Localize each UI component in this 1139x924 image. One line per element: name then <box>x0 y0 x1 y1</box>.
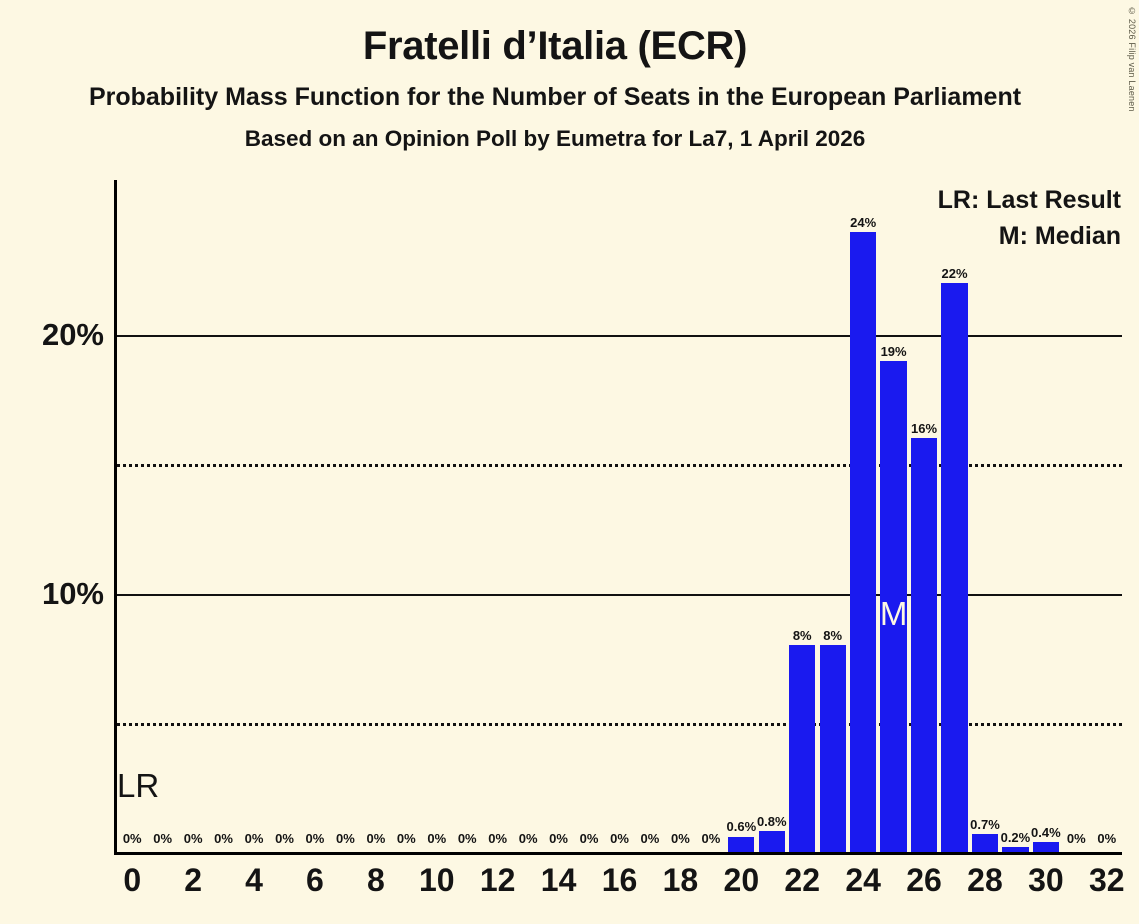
bar-value-label-seat-6: 0% <box>305 831 325 846</box>
bar-value-label-seat-18: 0% <box>671 831 690 846</box>
chart-source-line: Based on an Opinion Poll by Eumetra for … <box>244 125 866 151</box>
bar-value-label-seat-8: 0% <box>366 831 386 846</box>
bar-value-label-seat-13: 0% <box>518 831 538 846</box>
x-axis-tick-10: 10 <box>418 862 455 898</box>
bar-value-label-seat-17: 0% <box>640 831 660 846</box>
x-axis-tick-12: 12 <box>479 862 516 898</box>
x-axis-tick-22: 22 <box>784 862 821 898</box>
bar-value-label-seat-32: 0% <box>1097 831 1117 846</box>
bar-value-label-seat-10: 0% <box>427 831 447 846</box>
bar-value-label-seat-20: 0.6% <box>726 819 757 835</box>
x-axis-tick-6: 6 <box>306 862 324 898</box>
bar-value-label-seat-9: 0% <box>396 831 416 846</box>
bar-value-label-seat-3: 0% <box>214 831 233 846</box>
chart-subtitle: Probability Mass Function for the Number… <box>88 83 1022 111</box>
bar-seat-30 <box>1032 841 1059 852</box>
bar-value-label-seat-21: 0.8% <box>756 814 787 830</box>
chart-legend: LR: Last Result M: Median <box>938 183 1121 254</box>
bar-value-label-seat-2: 0% <box>183 831 203 846</box>
bar-seat-26 <box>910 438 938 852</box>
bar-value-label-seat-1: 0% <box>153 831 173 846</box>
title-block: Fratelli d’Italia (ECR) Probability Mass… <box>0 0 1110 151</box>
x-axis-tick-18: 18 <box>662 862 699 898</box>
bar-value-label-seat-29: 0.2% <box>1000 829 1031 845</box>
bar-value-label-seat-27: 22% <box>941 266 968 282</box>
x-axis-tick-28: 28 <box>967 862 1003 898</box>
x-axis-tick-24: 24 <box>845 862 881 898</box>
bar-value-label-seat-31: 0% <box>1066 831 1086 846</box>
x-axis-tick-14: 14 <box>540 862 577 898</box>
bar-value-label-seat-12: 0% <box>488 831 508 846</box>
bar-value-label-seat-16: 0% <box>610 831 629 846</box>
bar-value-label-seat-4: 0% <box>244 831 264 846</box>
x-axis-tick-2: 2 <box>184 862 203 898</box>
plot-area: 10% 20% 0% 0% 0% 0% 0% 0% 0% 0% 0% 0% 0% 0% 0% 0% 0% 0% 0… <box>42 180 1122 855</box>
bar-value-label-seat-26: 16% <box>911 421 938 437</box>
bar-value-label-seat-15: 0% <box>579 831 599 846</box>
bar-seat-27 <box>941 283 968 852</box>
bar-seat-25 <box>880 360 907 852</box>
bar-value-label-seat-14: 0% <box>549 831 568 846</box>
y-axis-line <box>114 180 117 853</box>
gridline-15pct <box>117 464 1122 468</box>
bar-seat-22 <box>789 645 816 852</box>
x-axis-tick-4: 4 <box>245 862 263 898</box>
gridline-5pct <box>117 722 1122 726</box>
bar-seat-28 <box>971 833 999 852</box>
bar-value-label-seat-11: 0% <box>457 831 477 846</box>
bar-seat-20 <box>728 836 755 852</box>
bar-value-label-seat-25: 19% <box>880 343 907 359</box>
bar-value-label-seat-5: 0% <box>275 831 294 846</box>
page-title: Fratelli d’Italia (ECR) <box>362 24 748 68</box>
legend-entry-last-result: LR: Last Result <box>937 186 1121 214</box>
x-axis-tick-32: 32 <box>1088 862 1125 898</box>
gridline-20pct <box>117 335 1122 338</box>
x-axis-tick-8: 8 <box>366 862 385 898</box>
bar-seat-29 <box>1002 846 1029 852</box>
bar-seat-24 <box>850 231 877 852</box>
bar-value-label-seat-7: 0% <box>336 831 355 846</box>
legend-entry-median: M: Median <box>998 221 1121 250</box>
bar-value-label-seat-19: 0% <box>701 831 721 846</box>
bar-value-label-seat-30: 0.4% <box>1031 824 1061 840</box>
median-marker: M <box>879 594 908 632</box>
y-axis-label-20pct: 20% <box>41 317 104 353</box>
x-axis-tick-20: 20 <box>723 862 760 898</box>
x-axis-line <box>114 852 1122 855</box>
bar-value-label-seat-0: 0% <box>122 831 142 846</box>
bar-value-label-seat-23: 8% <box>823 628 843 644</box>
last-result-marker: LR <box>117 767 160 805</box>
bar-value-label-seat-22: 8% <box>792 628 812 644</box>
gridline-10pct <box>117 593 1122 596</box>
bar-seat-23 <box>819 645 846 852</box>
y-axis-label-10pct: 10% <box>41 575 104 611</box>
bar-seat-21 <box>758 831 785 852</box>
x-axis-tick-30: 30 <box>1028 862 1064 898</box>
x-axis-tick-26: 26 <box>906 862 942 898</box>
x-axis-tick-0: 0 <box>123 862 142 898</box>
copyright-notice: © 2026 Filip van Laenen <box>1127 6 1137 112</box>
x-axis-tick-16: 16 <box>601 862 638 898</box>
bar-value-label-seat-24: 24% <box>850 214 877 230</box>
bar-value-label-seat-28: 0.7% <box>970 816 1000 832</box>
